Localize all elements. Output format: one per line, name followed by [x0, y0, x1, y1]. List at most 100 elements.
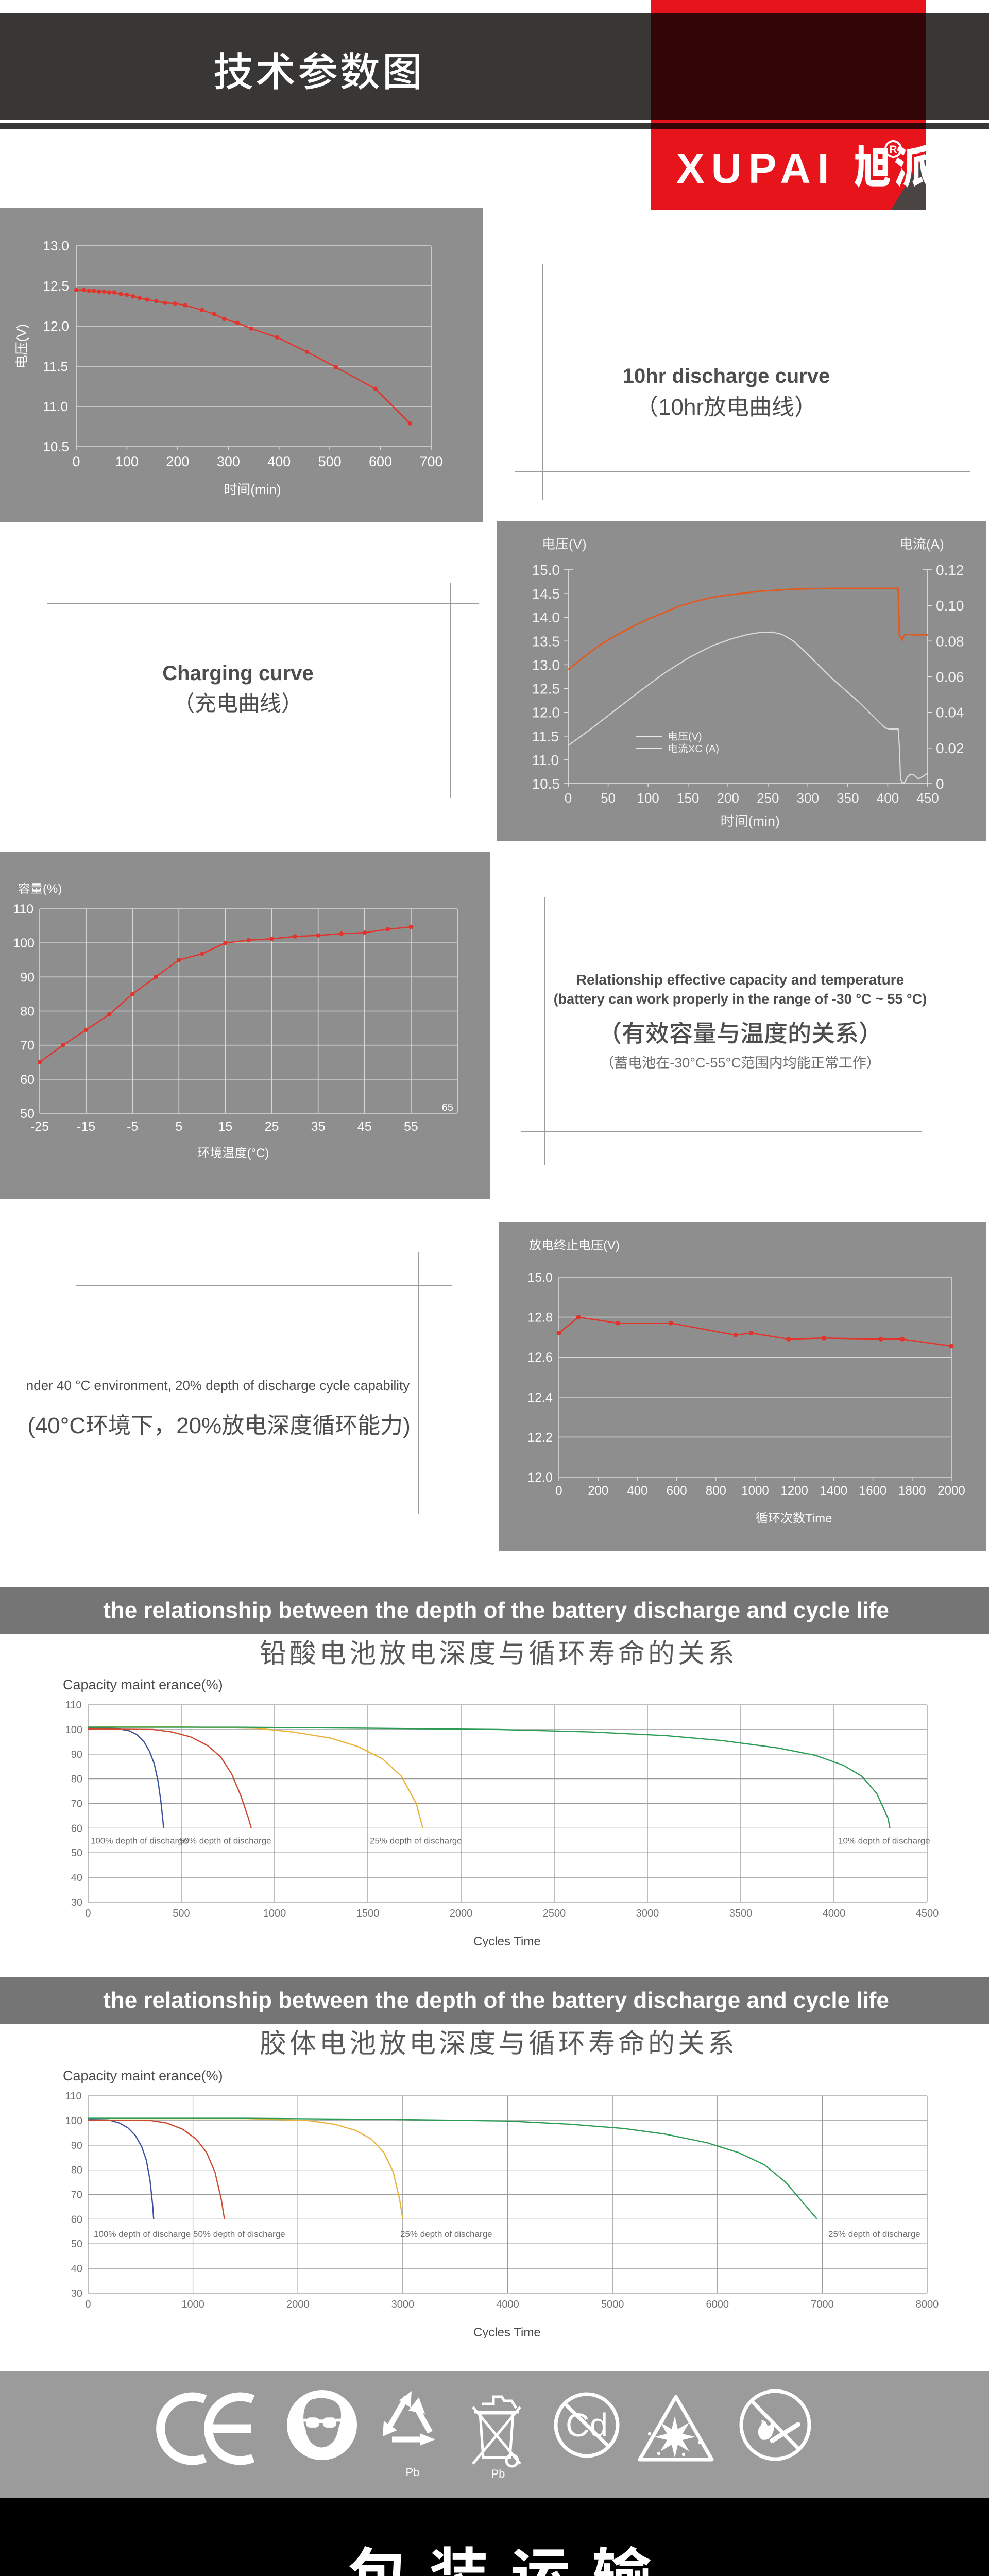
svg-text:0.12: 0.12	[936, 562, 964, 578]
svg-text:Pb: Pb	[491, 2467, 505, 2480]
svg-text:Cd: Cd	[566, 2406, 608, 2444]
svg-text:15.0: 15.0	[532, 562, 560, 578]
svg-text:55: 55	[404, 1120, 418, 1134]
svg-text:300: 300	[797, 790, 819, 806]
svg-text:10% depth of discharge: 10% depth of discharge	[838, 1836, 930, 1845]
svg-text:-30°C-55°C: -30°C-55°C	[670, 1055, 741, 1071]
svg-text:0: 0	[85, 2299, 91, 2310]
svg-text:110: 110	[65, 1700, 82, 1711]
svg-text:600: 600	[667, 1484, 687, 1498]
svg-text:70: 70	[71, 2190, 82, 2201]
svg-text:1800: 1800	[898, 1484, 926, 1498]
svg-text:45: 45	[357, 1120, 372, 1134]
svg-text:(V): (V)	[569, 536, 587, 552]
svg-text:4000: 4000	[496, 2299, 519, 2310]
svg-text:500: 500	[173, 1908, 190, 1919]
svg-text:90: 90	[71, 1749, 82, 1760]
svg-text:700: 700	[420, 454, 443, 469]
svg-text:-5: -5	[127, 1120, 138, 1134]
svg-text:0: 0	[936, 776, 944, 792]
svg-text:11.0: 11.0	[43, 399, 68, 414]
svg-text:30: 30	[71, 2288, 82, 2299]
svg-text:25% depth of discharge: 25% depth of discharge	[400, 2229, 492, 2239]
svg-text:1000: 1000	[741, 1484, 769, 1498]
svg-text:0: 0	[565, 790, 572, 806]
svg-text:2000: 2000	[937, 1484, 965, 1498]
svg-text:400: 400	[267, 454, 291, 469]
svg-text:(40°C: (40°C	[27, 1413, 86, 1438]
svg-text:12.5: 12.5	[43, 278, 69, 294]
svg-text:0.02: 0.02	[936, 740, 964, 756]
svg-text:50: 50	[71, 2239, 82, 2250]
svg-text:Time: Time	[805, 1512, 832, 1526]
svg-text:(°C): (°C)	[247, 1146, 269, 1160]
svg-text:15.0: 15.0	[527, 1270, 553, 1285]
svg-text:Capacity maint erance(%): Capacity maint erance(%)	[63, 1677, 223, 1692]
svg-text:200: 200	[166, 454, 189, 469]
svg-text:(V): (V)	[14, 324, 29, 342]
svg-text:12.5: 12.5	[532, 681, 560, 697]
svg-text:10.5: 10.5	[532, 776, 560, 792]
svg-text:Pb: Pb	[406, 2466, 420, 2479]
svg-text:100% depth of discharge: 100% depth of discharge	[94, 2229, 191, 2239]
svg-text:0.04: 0.04	[936, 705, 964, 721]
svg-text:100: 100	[115, 454, 139, 469]
svg-text:80: 80	[20, 1005, 35, 1019]
svg-text:-15: -15	[77, 1120, 95, 1134]
svg-text:90: 90	[20, 970, 35, 985]
svg-text:Charging curve: Charging curve	[162, 662, 313, 685]
svg-text:nder 40 °C environment, 20% de: nder 40 °C environment, 20% depth of dis…	[26, 1378, 410, 1393]
svg-text:6000: 6000	[706, 2299, 729, 2310]
svg-text:60: 60	[71, 2214, 82, 2225]
svg-text:35: 35	[311, 1120, 326, 1134]
svg-text:14.0: 14.0	[532, 609, 560, 625]
svg-text:12.0: 12.0	[532, 705, 560, 721]
svg-text:11.0: 11.0	[532, 752, 559, 768]
svg-text:20%: 20%	[176, 1413, 221, 1438]
svg-text:0.10: 0.10	[936, 598, 964, 614]
svg-text:(min): (min)	[748, 814, 780, 829]
svg-text:2000: 2000	[286, 2299, 310, 2310]
svg-text:65: 65	[442, 1102, 453, 1113]
svg-text:Cycles Time: Cycles Time	[473, 1935, 541, 1947]
svg-text:110: 110	[65, 2091, 82, 2102]
svg-text:13.5: 13.5	[532, 633, 560, 649]
svg-text:5: 5	[175, 1120, 182, 1134]
svg-text:12.0: 12.0	[43, 318, 69, 334]
svg-text:3500: 3500	[729, 1908, 753, 1919]
svg-text:300: 300	[217, 454, 240, 469]
svg-text:30: 30	[71, 1897, 82, 1908]
svg-text:Cycles Time: Cycles Time	[473, 2326, 541, 2338]
svg-text:(battery can work properly in: (battery can work properly in the range …	[554, 991, 927, 1007]
svg-text:4000: 4000	[823, 1908, 846, 1919]
svg-text:0.06: 0.06	[936, 669, 964, 685]
svg-text:10.5: 10.5	[43, 439, 69, 454]
svg-text:XC (A): XC (A)	[688, 743, 719, 755]
svg-text:100: 100	[637, 790, 659, 806]
svg-text:60: 60	[20, 1073, 35, 1087]
svg-text:4500: 4500	[916, 1908, 939, 1919]
svg-text:12.4: 12.4	[527, 1391, 553, 1405]
svg-text:8000: 8000	[916, 2299, 939, 2310]
svg-text:350: 350	[837, 790, 859, 806]
svg-text:100% depth of discharge: 100% depth of discharge	[91, 1836, 187, 1845]
svg-text:12.0: 12.0	[527, 1470, 553, 1485]
svg-text:450: 450	[916, 790, 939, 806]
svg-text:2000: 2000	[450, 1908, 473, 1919]
svg-text:0: 0	[73, 454, 80, 469]
svg-text:the relationship between the d: the relationship between the depth of th…	[103, 1598, 889, 1623]
svg-text:1000: 1000	[263, 1908, 286, 1919]
svg-text:11.5: 11.5	[532, 728, 559, 744]
svg-text:2500: 2500	[543, 1908, 566, 1919]
svg-text:Capacity maint erance(%): Capacity maint erance(%)	[63, 2068, 223, 2083]
svg-text:200: 200	[717, 790, 739, 806]
svg-text:(V): (V)	[688, 731, 702, 742]
svg-text:(%): (%)	[43, 882, 62, 896]
svg-text:0: 0	[85, 1908, 91, 1919]
svg-text:250: 250	[757, 790, 779, 806]
svg-text:7000: 7000	[811, 2299, 834, 2310]
svg-text:25% depth of discharge: 25% depth of discharge	[370, 1836, 462, 1845]
svg-text:100: 100	[65, 2115, 82, 2127]
svg-text:3000: 3000	[636, 1908, 659, 1919]
svg-text:12.2: 12.2	[527, 1430, 553, 1445]
